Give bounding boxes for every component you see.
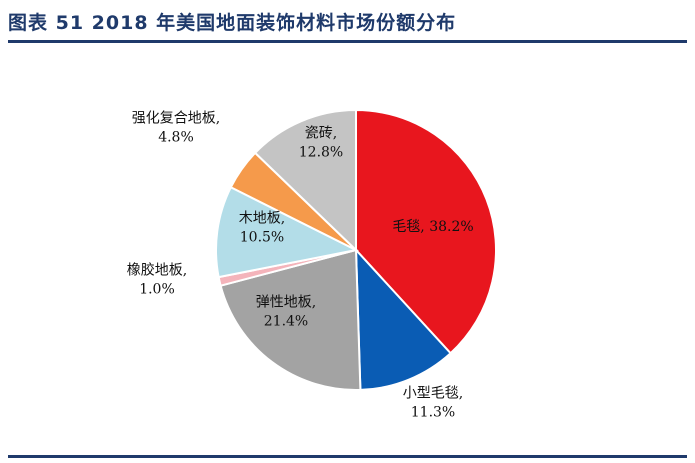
pie-label-2-line-2: 11.3% — [411, 405, 455, 421]
pie-label-1-line-1: 毛毯, 38.2% — [392, 219, 473, 235]
pie-slice-1 — [355, 108, 497, 355]
pie-label-7-line-1: 瓷砖, — [305, 126, 337, 142]
pie-slice-5 — [215, 185, 360, 279]
header-rule — [8, 40, 687, 43]
chart-area: 毛毯, 38.2% 小型毛毯, 11.3% 弹性地板, 21.4% 橡胶地板, 1.0% 木地… — [0, 43, 695, 453]
pie-label-4-line-1: 橡胶地板, — [127, 262, 187, 279]
pie-slice-7 — [253, 108, 357, 253]
pie-label-2-line-1: 小型毛毯, — [403, 386, 463, 402]
pie-chart: 毛毯, 38.2% 小型毛毯, 11.3% 弹性地板, 21.4% 橡胶地板, 1.0% 木地… — [127, 108, 497, 421]
pie-label-5-line-2: 10.5% — [240, 230, 284, 246]
footer-rule — [8, 455, 687, 458]
pie-label-7: 瓷砖, 12.8% — [299, 126, 343, 161]
pie-labels: 毛毯, 38.2% 小型毛毯, 11.3% 弹性地板, 21.4% 橡胶地板, 1.0% 木地… — [127, 110, 474, 421]
pie-label-2: 小型毛毯, 11.3% — [403, 386, 463, 421]
pie-label-5-line-1: 木地板, — [239, 211, 285, 227]
pie-label-3-line-2: 21.4% — [264, 314, 308, 330]
pie-label-3-line-1: 弹性地板, — [256, 295, 316, 311]
pie-label-7-line-2: 12.8% — [299, 145, 343, 161]
pie-label-1: 毛毯, 38.2% — [392, 219, 473, 235]
pie-label-6-line-1: 强化复合地板, — [132, 110, 220, 127]
pie-label-3: 弹性地板, 21.4% — [256, 295, 316, 330]
pie-slice-3 — [219, 248, 362, 391]
pie-slices — [215, 108, 497, 391]
figure-header: 图表 51 2018 年美国地面装饰材料市场份额分布 — [8, 4, 687, 38]
pie-label-4: 橡胶地板, 1.0% — [127, 262, 187, 298]
pie-label-6: 强化复合地板, 4.8% — [132, 110, 220, 146]
pie-label-6-line-2: 4.8% — [158, 130, 194, 146]
pie-label-5: 木地板, 10.5% — [239, 211, 285, 246]
pie-label-4-line-2: 1.0% — [139, 282, 175, 298]
pie-slice-2 — [354, 247, 452, 391]
figure-title: 图表 51 2018 年美国地面装饰材料市场份额分布 — [8, 11, 457, 34]
